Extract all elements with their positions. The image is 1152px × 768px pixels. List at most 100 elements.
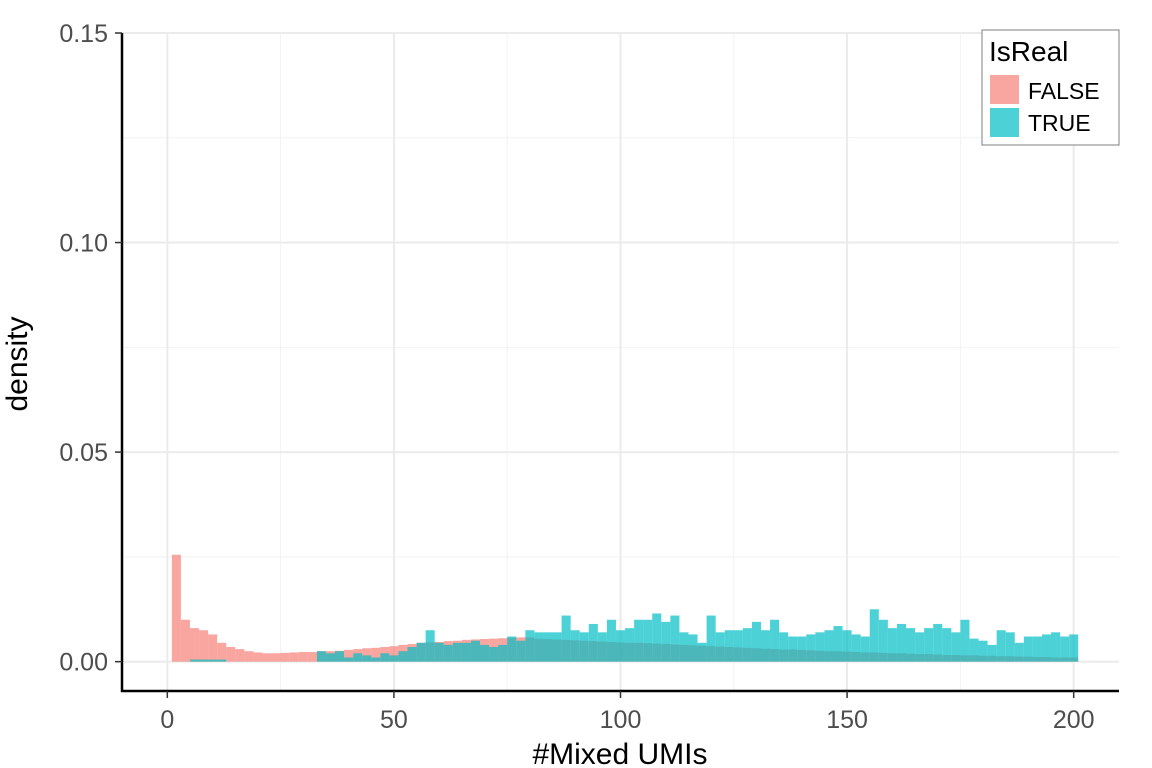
bar-true [688, 634, 698, 662]
bar-true [362, 655, 372, 662]
bar-true [1051, 632, 1061, 662]
bar-true [489, 646, 499, 662]
bar-true [987, 644, 997, 662]
bar-true [887, 628, 897, 662]
x-tick-label: 50 [380, 706, 408, 734]
bar-true [951, 632, 961, 662]
bar-true [670, 615, 680, 662]
bar-true [996, 630, 1006, 662]
bar-false [208, 634, 218, 662]
bar-true [697, 642, 707, 662]
x-tick-label: 150 [826, 706, 868, 734]
bar-true [443, 644, 453, 662]
bar-false [180, 619, 190, 662]
bar-false [217, 642, 227, 662]
bar-true [833, 626, 843, 662]
bar-true [615, 630, 626, 662]
bar-true [770, 619, 780, 662]
bar-true [860, 636, 870, 662]
bar-true [217, 659, 227, 662]
bar-false [199, 630, 209, 662]
bar-true [371, 657, 381, 662]
bar-true [1069, 634, 1079, 662]
y-axis-title: density [1, 316, 34, 411]
bar-true [652, 613, 662, 662]
bar-true [742, 628, 752, 662]
bar-true [334, 651, 345, 662]
grid-major [122, 32, 1119, 691]
y-tick-label: 0.00 [59, 649, 108, 677]
y-tick-label: 0.05 [59, 439, 108, 467]
x-tick-label: 0 [160, 706, 174, 734]
bar-true [525, 630, 535, 662]
bar-true [643, 619, 653, 662]
bar-true [869, 609, 879, 662]
legend: IsReal FALSE TRUE [981, 29, 1120, 146]
bar-false [244, 651, 254, 662]
bar-true [316, 651, 326, 662]
bar-true [407, 646, 417, 662]
bar-true [452, 642, 462, 662]
x-tick-label: 100 [600, 706, 642, 734]
bar-true [806, 634, 816, 662]
bar-true [1060, 636, 1070, 662]
bar-true [942, 628, 952, 662]
bar-true [824, 630, 834, 662]
bar-false [235, 649, 245, 662]
y-tick-label: 0.10 [59, 230, 108, 258]
bar-true [597, 632, 607, 662]
bar-true [208, 659, 218, 662]
bar-true [788, 636, 798, 662]
bar-true [1041, 634, 1052, 662]
bar-true [498, 644, 508, 662]
bar-true [588, 623, 598, 662]
bar-true [751, 621, 761, 662]
bar-true [760, 630, 771, 662]
bar-true [570, 630, 580, 662]
bar-false [189, 628, 200, 662]
bar-true [842, 630, 852, 662]
bar-true [924, 628, 934, 662]
bar-true [1005, 632, 1015, 662]
bar-true [906, 628, 916, 662]
bar-true [969, 638, 979, 662]
bar-false [253, 652, 263, 662]
bar-true [353, 653, 363, 662]
bar-false [371, 647, 381, 662]
bar-true [960, 619, 970, 662]
bar-true [579, 632, 589, 662]
y-tick-label: 0.15 [59, 20, 108, 48]
bar-true [507, 636, 517, 662]
legend-title: IsReal [989, 36, 1068, 67]
bar-true [189, 659, 200, 662]
bar-true [815, 632, 825, 662]
x-axis-title: #Mixed UMIs [532, 738, 707, 768]
legend-label-false: FALSE [1028, 78, 1100, 104]
histogram-bars [171, 554, 1079, 662]
bar-true [706, 615, 716, 662]
bar-true [797, 636, 807, 662]
bar-true [416, 642, 426, 662]
legend-label-true: TRUE [1028, 110, 1091, 136]
bar-false [298, 652, 308, 662]
legend-swatch-false [990, 75, 1019, 104]
bar-true [470, 640, 481, 662]
bar-true [779, 632, 789, 662]
bar-true [606, 619, 616, 662]
bar-true [1023, 636, 1033, 662]
bar-true [634, 619, 644, 662]
bar-true [398, 651, 408, 662]
bar-false [362, 648, 372, 662]
bar-true [915, 632, 925, 662]
bar-true [679, 632, 689, 662]
bar-true [534, 632, 544, 662]
bar-true [389, 655, 399, 662]
bar-false [344, 649, 354, 662]
bar-true [1032, 636, 1042, 662]
bar-true [851, 634, 861, 662]
bar-true [434, 642, 444, 662]
x-tick-label: 200 [1053, 706, 1095, 734]
bar-true [715, 632, 725, 662]
bar-true [978, 640, 988, 662]
tick-labels: 0 50 100 150 200 0.00 0.05 0.10 0.15 [59, 20, 1094, 734]
